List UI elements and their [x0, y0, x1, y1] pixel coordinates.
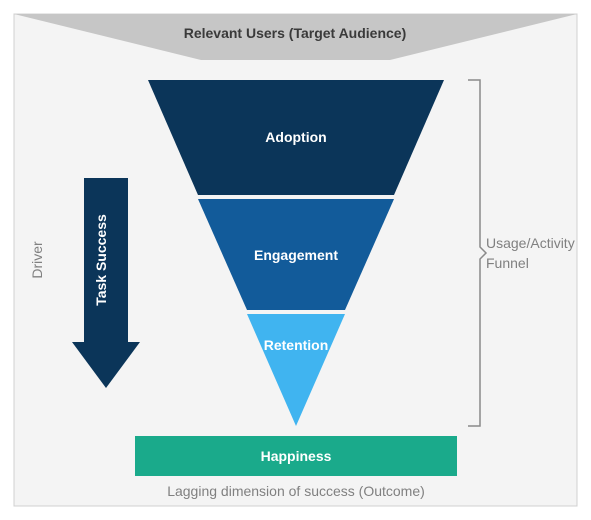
happiness-label: Happiness: [261, 448, 332, 464]
funnel-label-engagement: Engagement: [254, 247, 338, 263]
funnel-label-retention: Retention: [264, 337, 329, 353]
usage-label-line1: Usage/Activity: [486, 235, 575, 251]
top-banner-label: Relevant Users (Target Audience): [184, 25, 407, 41]
task-success-label: Task Success: [93, 214, 109, 306]
funnel-label-adoption: Adoption: [265, 129, 326, 145]
driver-label: Driver: [29, 241, 45, 279]
usage-label-line2: Funnel: [486, 255, 529, 271]
lagging-label: Lagging dimension of success (Outcome): [167, 483, 425, 499]
